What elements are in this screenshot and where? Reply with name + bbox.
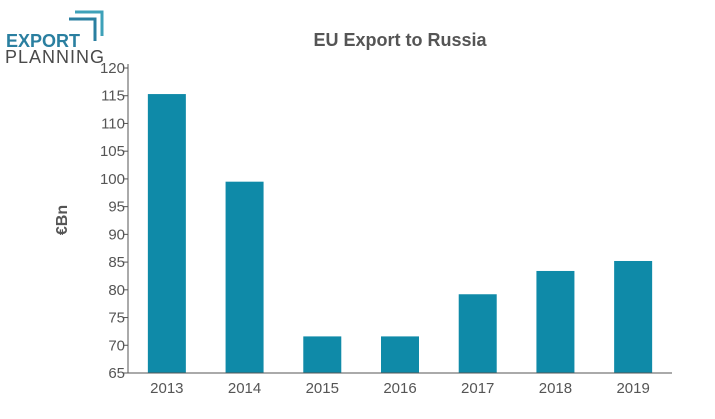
y-tick-label: 115 xyxy=(101,88,125,105)
y-tick-label: 80 xyxy=(108,282,125,299)
bar xyxy=(225,181,264,373)
x-axis: 2013 2014 2015 2016 2017 2018 2019 xyxy=(128,372,672,397)
y-tick-label: 95 xyxy=(108,199,125,216)
logo-frame-inner xyxy=(69,17,97,41)
y-axis: 65 70 75 80 85 90 95 100 105 110 115 120 xyxy=(100,60,129,382)
bar xyxy=(147,94,186,374)
y-tick-label: 85 xyxy=(108,254,125,271)
bar xyxy=(458,294,497,373)
y-tick-label: 105 xyxy=(100,143,125,160)
x-tick-label: 2018 xyxy=(539,380,572,397)
y-tick-label: 65 xyxy=(108,365,125,382)
x-tick-label: 2015 xyxy=(306,380,339,397)
y-axis-label: €Bn xyxy=(54,205,71,235)
x-tick-label: 2017 xyxy=(461,380,494,397)
bar-series xyxy=(147,94,653,374)
export-planning-logo: EXPORT PLANNING xyxy=(0,0,110,67)
logo-text-export: EXPORT xyxy=(6,31,80,51)
y-tick-label: 90 xyxy=(108,226,125,243)
x-tick-label: 2019 xyxy=(616,380,649,397)
bar xyxy=(303,336,342,373)
x-tick-label: 2013 xyxy=(150,380,183,397)
y-tick-label: 100 xyxy=(100,171,125,188)
y-tick-label: 70 xyxy=(108,337,125,354)
bar xyxy=(381,336,419,373)
y-tick-label: 110 xyxy=(101,115,125,132)
logo-frame-outer xyxy=(75,10,104,36)
chart-title: EU Export to Russia xyxy=(313,30,487,50)
x-tick-label: 2014 xyxy=(228,380,261,397)
bar xyxy=(536,270,575,373)
y-tick-label: 75 xyxy=(108,310,125,327)
y-tick-label: 120 xyxy=(100,60,125,77)
x-tick-label: 2016 xyxy=(383,380,416,397)
bar xyxy=(614,260,653,373)
logo-text-planning: PLANNING xyxy=(5,47,105,66)
